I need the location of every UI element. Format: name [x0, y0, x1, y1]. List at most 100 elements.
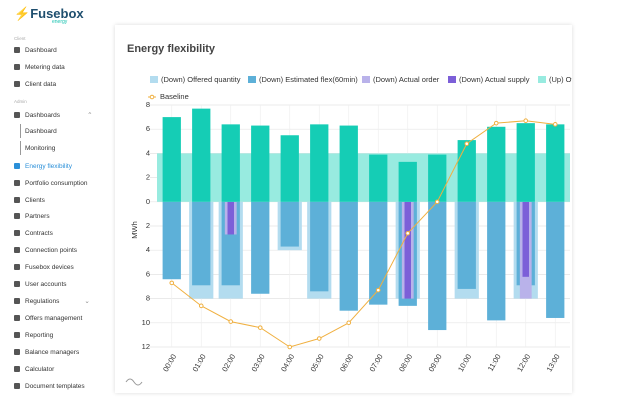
nav-item[interactable]: Offers management — [14, 313, 82, 323]
nav-label: Connection points — [25, 246, 78, 254]
nav-item[interactable]: Monitoring — [20, 141, 55, 155]
nav-item[interactable]: Document templates — [14, 381, 85, 391]
nav-item[interactable]: Balance managers — [14, 347, 79, 357]
point — [257, 325, 263, 330]
point — [523, 118, 529, 124]
bar — [369, 201, 388, 305]
y-tick-label: 0 — [146, 197, 150, 206]
nav-label: Clients — [25, 196, 45, 204]
section-label: Client — [14, 36, 26, 41]
logo-name: Fusebox — [30, 6, 84, 21]
nav-label: Dashboard — [25, 46, 57, 54]
y-tick-label: 4 — [146, 245, 150, 254]
y-tick-label: 6 — [146, 124, 150, 133]
point — [198, 303, 204, 309]
nav-item[interactable]: Calculator — [14, 364, 54, 374]
nav-item[interactable]: Energy flexibility — [14, 161, 72, 171]
nav-label: Metering data — [25, 63, 65, 71]
x-tick-label: 11:00 — [486, 352, 503, 372]
bar — [546, 201, 565, 318]
bar — [280, 201, 299, 247]
bar — [487, 201, 506, 321]
section-label: Admin — [14, 99, 27, 104]
nav-item[interactable]: Contracts — [14, 228, 53, 238]
nav-item[interactable]: Metering data — [14, 62, 65, 72]
bar — [369, 154, 388, 202]
nav-label: Client data — [25, 80, 57, 88]
bar — [310, 201, 329, 292]
nav-label: Document templates — [25, 382, 85, 390]
point — [552, 122, 558, 127]
bar — [398, 161, 417, 202]
nav-label: Balance managers — [25, 348, 80, 356]
point — [493, 120, 499, 126]
line — [171, 120, 556, 348]
bar — [457, 201, 476, 289]
icon — [125, 378, 143, 386]
page-title: Energy flexibility — [127, 43, 216, 55]
x-tick-label: 05:00 — [309, 352, 326, 373]
bar — [522, 201, 529, 277]
bar — [162, 117, 181, 202]
legend-swatch — [362, 76, 370, 83]
nav-item[interactable]: Dashboard — [20, 124, 57, 138]
legend-label: (Down) Offered quantity — [161, 75, 241, 84]
bar — [162, 201, 181, 280]
nav-item[interactable]: Partners — [14, 211, 50, 221]
bar — [516, 123, 535, 202]
legend-label: (Down) Estimated flex(60min) — [259, 75, 358, 84]
nav-label: Portfolio consumption — [25, 179, 88, 187]
point — [464, 141, 470, 147]
nav-label: Regulations — [25, 297, 60, 305]
legend-swatch — [248, 76, 256, 83]
nav-label: Partners — [25, 212, 50, 220]
sidebar: ⚡Fusebox energy Client Dashboard Meterin… — [0, 0, 112, 400]
bar — [251, 125, 270, 202]
nav-label: Calculator — [25, 365, 55, 373]
x-tick-label: 04:00 — [279, 352, 296, 373]
x-tick-label: 08:00 — [397, 352, 414, 373]
nav-item[interactable]: Regulations ⌄ — [14, 296, 90, 306]
bar — [280, 135, 299, 202]
x-tick-label: 02:00 — [220, 352, 237, 373]
legend-swatch — [149, 94, 155, 100]
bar — [339, 125, 358, 202]
nav-item[interactable]: Dashboards ⌃ — [14, 110, 93, 120]
x-tick-label: 01:00 — [191, 352, 208, 373]
bar — [251, 201, 270, 294]
logo-sub: energy — [52, 19, 68, 25]
legend-label: (Down) Actual supply — [459, 75, 530, 84]
bar — [310, 124, 329, 202]
bar — [428, 201, 447, 331]
legend-label: Baseline — [160, 92, 189, 101]
x-tick-label: 13:00 — [545, 352, 562, 373]
x-tick-label: 00:00 — [161, 352, 178, 373]
x-tick-label: 12:00 — [515, 352, 532, 373]
legend-swatch — [150, 76, 158, 83]
point — [169, 280, 175, 286]
nav-item[interactable]: User accounts — [14, 279, 67, 289]
y-tick-label: 8 — [146, 100, 150, 109]
nav-item[interactable]: Reporting — [14, 330, 53, 340]
y-tick-label: 8 — [146, 294, 150, 303]
nav-label: Fusebox devices — [25, 263, 74, 271]
point — [287, 344, 293, 350]
bar — [457, 140, 476, 202]
y-tick-label: 6 — [146, 269, 150, 278]
nav-item[interactable]: Dashboard — [14, 45, 57, 55]
x-tick-label: 09:00 — [427, 352, 444, 373]
y-axis-label: MWh — [130, 221, 139, 239]
nav-item[interactable]: Portfolio consumption — [14, 178, 88, 188]
nav-label: Dashboards — [25, 111, 61, 119]
y-tick-label: 4 — [146, 148, 150, 157]
bar — [227, 201, 234, 235]
nav-label: Offers management — [25, 314, 83, 322]
nav-item[interactable]: Clients — [14, 195, 45, 205]
bar — [428, 154, 447, 202]
point — [228, 319, 234, 324]
nav-item[interactable]: Client data — [14, 79, 56, 89]
nav-item[interactable]: Fusebox devices — [14, 262, 74, 272]
nav-item[interactable]: Connection points — [14, 245, 77, 255]
y-tick-label: 2 — [146, 221, 150, 230]
